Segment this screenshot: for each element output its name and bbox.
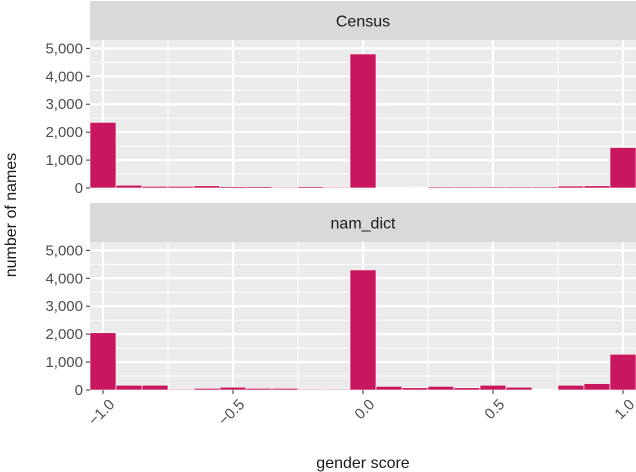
y-tick-label: 1,000 [45, 152, 83, 169]
histogram-bar [609, 147, 636, 189]
facet-strip-label: nam_dict [331, 216, 396, 233]
histogram-bar [219, 386, 247, 391]
histogram-bar [245, 388, 273, 391]
histogram-bar [349, 53, 377, 189]
facet-strip [90, 203, 636, 242]
histogram-bar [193, 388, 221, 391]
y-tick-label: 5,000 [45, 242, 83, 259]
x-tick-label: −0.5 [215, 396, 248, 429]
histogram-bar [297, 388, 325, 391]
histogram-bar [89, 122, 117, 189]
x-tick-label: −1.0 [85, 396, 118, 429]
facet-panel-Census: Census 0 1,000 2,000 3,000 4,000 5,000 [45, 1, 636, 197]
histogram-bar [375, 187, 403, 189]
x-tick-label: 0.0 [351, 396, 378, 423]
y-axis-title: number of names [3, 153, 20, 278]
histogram-bar [583, 185, 611, 189]
y-tick-label: 2,000 [45, 326, 83, 343]
histogram-bar [141, 384, 169, 391]
y-tick-label: 0 [75, 180, 83, 197]
histogram-bar [219, 186, 247, 189]
histogram-bar [479, 186, 507, 189]
histogram-bar [609, 353, 636, 391]
y-tick-label: 1,000 [45, 354, 83, 371]
histogram-bar [505, 186, 533, 189]
histogram-bar [583, 383, 611, 391]
histogram-bar [323, 186, 351, 189]
histogram-bar [167, 186, 195, 189]
y-tick-label: 5,000 [45, 40, 83, 57]
y-tick-label: 3,000 [45, 298, 83, 315]
histogram-bar [141, 186, 169, 189]
y-tick-label: 2,000 [45, 124, 83, 141]
histogram-bar [89, 332, 117, 391]
histogram-bar [427, 386, 455, 391]
histogram-bar [271, 186, 299, 189]
histogram-bar [531, 186, 559, 189]
histogram-bar [271, 388, 299, 391]
histogram-bar [401, 187, 429, 189]
histogram-bar [115, 184, 143, 189]
facet-panel-nam_dict: nam_dict 0 1,000 2,000 3,000 4,000 5,000 [45, 203, 636, 399]
y-tick-label: 3,000 [45, 96, 83, 113]
histogram-bar [453, 387, 481, 391]
facet-strip-label: Census [336, 14, 390, 31]
histogram-bar [167, 388, 195, 391]
histogram-bar [115, 384, 143, 391]
histogram-bar [349, 269, 377, 391]
histogram-bar [505, 386, 533, 391]
histogram-bar [557, 185, 585, 189]
histogram-bar [375, 386, 403, 391]
histogram-bar [427, 186, 455, 189]
histogram-bar [479, 384, 507, 391]
x-axis: −1.0 −0.5 0.0 0.5 1.0 [85, 390, 636, 429]
histogram-bar [401, 387, 429, 391]
histogram-bar [193, 185, 221, 189]
x-tick-label: 1.0 [611, 396, 636, 423]
histogram-bar [453, 186, 481, 189]
facet-strip [90, 1, 636, 40]
histogram-bar [245, 186, 273, 189]
x-axis-title: gender score [316, 455, 409, 472]
x-tick-label: 0.5 [481, 396, 508, 423]
panels-group: Census01,0002,0003,0004,0005,000nam_dict… [45, 1, 636, 399]
y-tick-label: 4,000 [45, 68, 83, 85]
histogram-bar [297, 186, 325, 189]
y-tick-label: 0 [75, 382, 83, 399]
y-tick-label: 4,000 [45, 270, 83, 287]
histogram-bar [557, 384, 585, 391]
histogram-bar [323, 388, 351, 391]
